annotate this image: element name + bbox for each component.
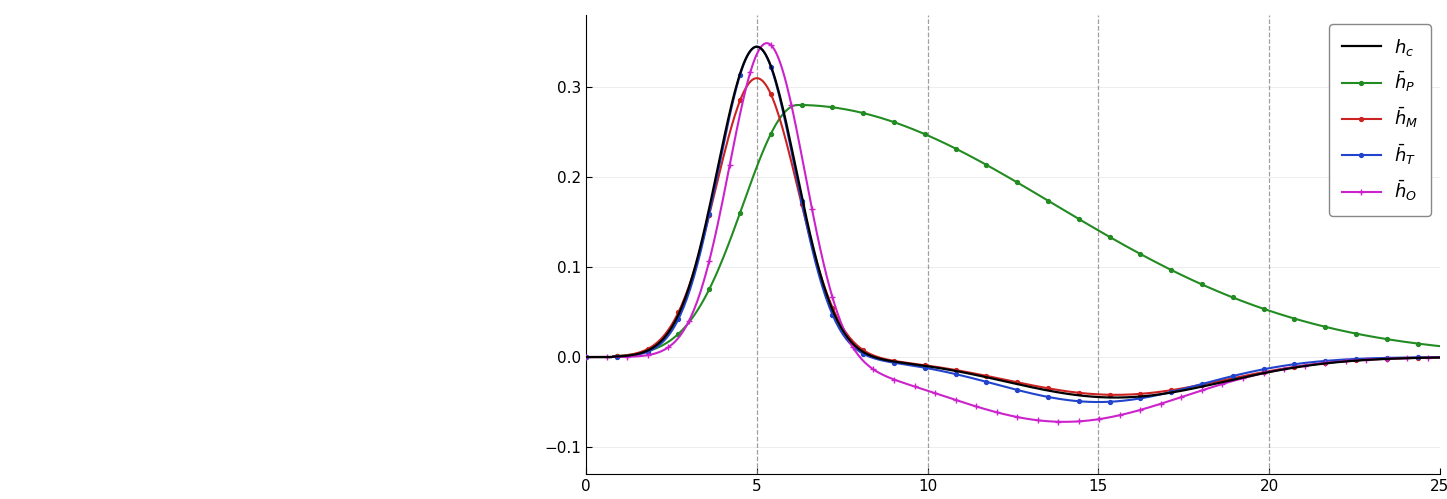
$\bar{h}_P$	[984, 166, 1001, 172]
$\bar{h}_P$	[1040, 199, 1058, 205]
$\bar{h}_P$	[990, 169, 1007, 175]
$\bar{h}_P$	[1279, 313, 1297, 319]
$\bar{h}_T$	[1431, 354, 1447, 360]
$\bar{h}_T$	[1281, 362, 1298, 368]
$\bar{h}_M$	[984, 374, 1001, 380]
$\bar{h}_M$	[990, 375, 1007, 381]
$\bar{h}_O$	[1090, 416, 1107, 422]
$\bar{h}_O$	[758, 40, 776, 46]
$\bar{h}_T$	[990, 382, 1007, 388]
$\bar{h}_O$	[1040, 418, 1058, 424]
$\bar{h}_T$	[1414, 354, 1431, 360]
$\bar{h}_M$	[577, 354, 595, 360]
$\bar{h}_T$	[1090, 399, 1107, 405]
Line: $\bar{h}_O$: $\bar{h}_O$	[583, 40, 1443, 425]
$h_c$	[748, 44, 765, 50]
Line: $h_c$: $h_c$	[586, 47, 1440, 398]
$h_c$	[1087, 394, 1104, 400]
$\bar{h}_O$	[984, 408, 1001, 414]
$\bar{h}_M$	[1414, 355, 1431, 361]
Legend: $h_c$, $\bar{h}_P$, $\bar{h}_M$, $\bar{h}_T$, $\bar{h}_O$: $h_c$, $\bar{h}_P$, $\bar{h}_M$, $\bar{h…	[1328, 24, 1431, 216]
$\bar{h}_O$	[1414, 355, 1431, 361]
$h_c$	[990, 377, 1007, 383]
$\bar{h}_T$	[984, 381, 1001, 387]
$\bar{h}_P$	[1431, 343, 1447, 349]
$\bar{h}_T$	[748, 44, 765, 50]
$\bar{h}_O$	[1431, 354, 1447, 360]
$h_c$	[577, 354, 595, 360]
$\bar{h}_P$	[790, 102, 807, 108]
$\bar{h}_O$	[1281, 365, 1298, 371]
$h_c$	[1040, 388, 1058, 394]
$h_c$	[1414, 355, 1431, 361]
$\bar{h}_M$	[1087, 391, 1104, 397]
$\bar{h}_P$	[1087, 226, 1104, 232]
$\bar{h}_P$	[1412, 341, 1430, 347]
$h_c$	[984, 376, 1001, 382]
$\bar{h}_O$	[577, 354, 595, 360]
$\bar{h}_M$	[1281, 365, 1298, 371]
$\bar{h}_M$	[1106, 392, 1123, 398]
$\bar{h}_M$	[1040, 386, 1058, 392]
$\bar{h}_T$	[577, 354, 595, 360]
$\bar{h}_M$	[748, 75, 765, 81]
Line: $\bar{h}_T$: $\bar{h}_T$	[585, 45, 1441, 404]
$\bar{h}_M$	[1431, 354, 1447, 360]
$\bar{h}_T$	[1087, 399, 1104, 405]
$h_c$	[1281, 365, 1298, 371]
$h_c$	[1431, 354, 1447, 360]
$\bar{h}_P$	[577, 354, 595, 360]
Line: $\bar{h}_M$: $\bar{h}_M$	[585, 76, 1441, 397]
$h_c$	[1106, 395, 1123, 401]
Line: $\bar{h}_P$: $\bar{h}_P$	[585, 103, 1441, 359]
$\bar{h}_O$	[990, 410, 1007, 416]
$\bar{h}_T$	[1040, 394, 1058, 400]
$\bar{h}_O$	[1055, 419, 1072, 425]
